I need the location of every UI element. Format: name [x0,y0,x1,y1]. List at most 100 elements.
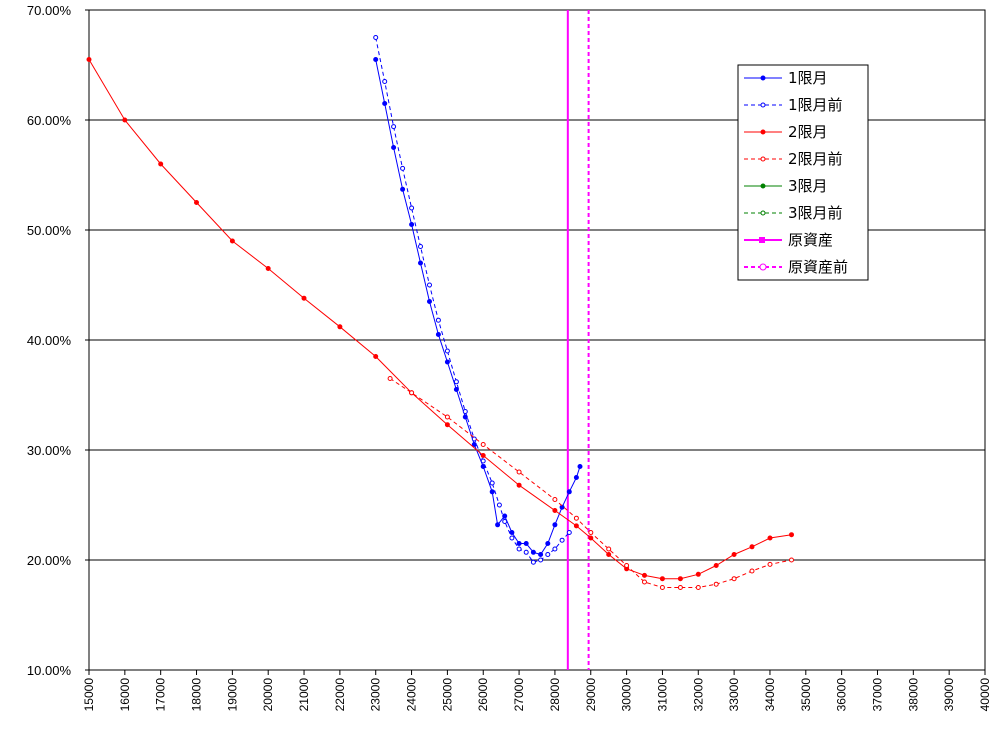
data-point [559,537,565,543]
data-point [301,295,307,301]
x-tick-label: 37000 [870,678,884,712]
data-point [265,266,271,271]
data-point [516,482,522,488]
data-point [495,522,501,528]
data-point [516,469,522,475]
data-point [435,317,441,323]
x-tick-label: 30000 [620,678,634,712]
data-point [444,359,450,365]
x-tick-label: 31000 [655,678,669,712]
data-point [509,530,515,535]
data-point [400,186,406,192]
data-point [373,57,379,62]
data-point [767,535,773,541]
x-tick-label: 18000 [190,678,204,712]
data-point [749,568,755,574]
data-point [624,563,630,568]
legend-label: 2限月前 [788,150,843,168]
series-3 [387,376,794,590]
data-point [559,504,565,510]
data-point [427,282,432,288]
legend-marker [760,156,766,162]
data-point [588,535,594,541]
data-point [194,200,199,205]
x-tick-label: 32000 [691,678,705,712]
data-point [530,549,536,555]
x-tick-label: 28000 [548,678,562,712]
data-point [789,557,794,563]
y-tick-label: 60.00% [27,113,72,128]
data-point [523,549,529,555]
data-point [677,576,683,582]
data-point [749,544,755,550]
data-point [337,324,343,330]
x-tick-label: 26000 [476,678,490,712]
data-point [677,585,683,590]
data-point [462,409,468,414]
data-point [573,475,579,480]
data-point [509,535,515,541]
data-point [391,124,397,130]
legend-marker [760,75,766,81]
y-tick-label: 40.00% [27,333,72,348]
series-0 [373,57,583,557]
data-point [545,541,551,546]
data-point [713,563,719,568]
x-tick-label: 40000 [978,678,992,712]
data-point [538,552,544,557]
data-point [489,480,495,486]
data-point [409,205,415,211]
data-point [545,552,551,557]
x-tick-label: 39000 [942,678,956,712]
data-point [530,559,536,565]
y-tick-label: 70.00% [27,3,72,18]
legend-box [737,64,869,281]
data-point [659,576,665,582]
x-tick-label: 33000 [727,678,741,712]
data-point [418,260,423,266]
legend-label: 原資産 [788,231,833,249]
x-tick-label: 34000 [763,678,777,712]
y-tick-label: 20.00% [27,553,72,568]
legend-label: 原資産前 [788,258,848,276]
x-tick-label: 17000 [154,678,168,712]
data-point [158,161,164,167]
data-point [480,458,486,464]
data-point [471,442,477,447]
x-axis: 15000 16000 17000 18000 19000 20000 21000 22000… [82,670,992,711]
data-point [516,546,522,552]
data-point [453,387,459,392]
data-point [444,422,450,428]
legend-label: 3限月前 [788,204,843,222]
data-point [695,585,701,590]
data-point [435,332,441,337]
data-point [418,244,423,249]
data-point [566,530,572,535]
x-tick-label: 20000 [261,678,275,712]
x-tick-label: 23000 [369,678,383,712]
data-point [659,585,665,590]
data-point [444,414,450,420]
data-point [496,502,502,508]
data-point [373,35,379,40]
data-point [538,557,544,563]
data-point [566,489,572,495]
legend-marker [760,129,766,135]
data-point [695,571,701,577]
data-point [391,145,397,150]
data-point [453,379,459,385]
data-point [577,464,583,469]
data-point [552,522,558,528]
x-tick-label: 24000 [405,678,419,712]
data-point [573,523,579,529]
legend-marker [759,237,765,243]
x-tick-label: 35000 [799,678,813,712]
data-point [382,79,388,84]
legend-label: 1限月 [788,69,828,87]
data-point [713,581,719,587]
data-point [731,576,737,582]
data-point [373,354,379,359]
data-point [767,561,773,567]
data-point [573,515,579,521]
